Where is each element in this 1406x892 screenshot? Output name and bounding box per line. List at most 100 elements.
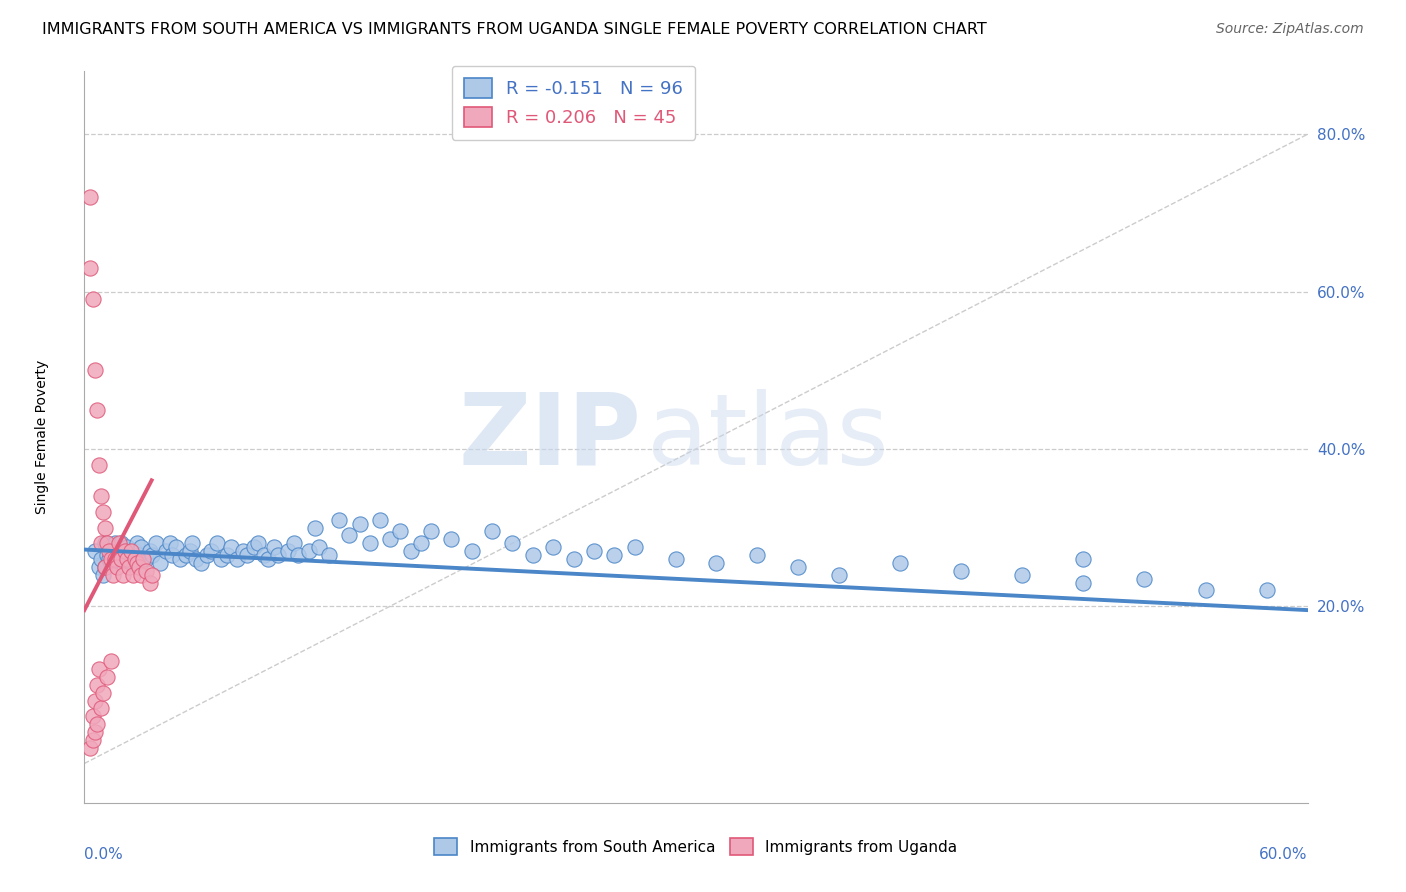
Point	[93, 520, 115, 534]
Point	[389, 524, 412, 539]
Point	[90, 489, 112, 503]
Point	[461, 544, 484, 558]
Point	[624, 540, 647, 554]
Text: IMMIGRANTS FROM SOUTH AMERICA VS IMMIGRANTS FROM UGANDA SINGLE FEMALE POVERTY CO: IMMIGRANTS FROM SOUTH AMERICA VS IMMIGRA…	[42, 22, 987, 37]
Point	[79, 190, 101, 204]
Point	[124, 552, 146, 566]
Point	[138, 575, 160, 590]
Point	[219, 540, 242, 554]
Point	[747, 548, 769, 562]
Point	[90, 536, 112, 550]
Point	[79, 740, 101, 755]
Point	[950, 564, 973, 578]
Point	[91, 567, 114, 582]
Point	[104, 536, 127, 550]
Point	[169, 552, 191, 566]
Point	[108, 536, 131, 550]
Point	[93, 559, 115, 574]
Point	[100, 552, 122, 566]
Point	[93, 559, 115, 574]
Point	[90, 701, 112, 715]
Point	[304, 520, 326, 534]
Point	[318, 548, 340, 562]
Point	[562, 552, 585, 566]
Point	[93, 536, 115, 550]
Point	[359, 536, 381, 550]
Point	[165, 540, 187, 554]
Point	[481, 524, 503, 539]
Point	[120, 544, 142, 558]
Point	[1073, 575, 1095, 590]
Point	[87, 559, 110, 574]
Point	[1195, 583, 1218, 598]
Point	[226, 552, 249, 566]
Point	[141, 567, 163, 582]
Point	[114, 552, 136, 566]
Point	[787, 559, 810, 574]
Point	[246, 536, 269, 550]
Point	[127, 556, 149, 570]
Point	[114, 544, 136, 558]
Point	[287, 548, 309, 562]
Point	[543, 540, 565, 554]
Point	[132, 552, 155, 566]
Point	[138, 544, 160, 558]
Point	[104, 548, 127, 562]
Point	[1133, 572, 1156, 586]
Point	[253, 548, 276, 562]
Point	[96, 670, 118, 684]
Point	[1073, 552, 1095, 566]
Point	[665, 552, 688, 566]
Point	[263, 540, 285, 554]
Point	[82, 732, 104, 747]
Point	[127, 536, 149, 550]
Point	[112, 567, 135, 582]
Point	[236, 548, 259, 562]
Point	[149, 556, 172, 570]
Point	[82, 293, 104, 307]
Point	[115, 552, 138, 566]
Text: ZIP: ZIP	[458, 389, 641, 485]
Point	[242, 540, 264, 554]
Point	[86, 717, 108, 731]
Point	[145, 536, 167, 550]
Point	[160, 548, 183, 562]
Point	[209, 552, 232, 566]
Point	[122, 567, 145, 582]
Point	[339, 528, 361, 542]
Point	[110, 552, 132, 566]
Point	[97, 540, 120, 554]
Point	[277, 544, 299, 558]
Text: Single Female Poverty: Single Female Poverty	[35, 360, 49, 514]
Point	[174, 548, 197, 562]
Point	[135, 552, 157, 566]
Text: 0.0%: 0.0%	[84, 847, 124, 862]
Point	[118, 552, 141, 566]
Text: Source: ZipAtlas.com: Source: ZipAtlas.com	[1216, 22, 1364, 37]
Point	[128, 559, 150, 574]
Point	[90, 552, 112, 566]
Point	[298, 544, 321, 558]
Point	[110, 536, 132, 550]
Point	[86, 678, 108, 692]
Point	[101, 544, 124, 558]
Text: atlas: atlas	[647, 389, 889, 485]
Point	[112, 548, 135, 562]
Point	[118, 559, 141, 574]
Point	[83, 693, 105, 707]
Point	[135, 564, 157, 578]
Point	[706, 556, 728, 570]
Point	[79, 260, 101, 275]
Point	[100, 654, 122, 668]
Point	[349, 516, 371, 531]
Point	[87, 458, 110, 472]
Point	[399, 544, 422, 558]
Point	[82, 709, 104, 723]
Legend: Immigrants from South America, Immigrants from Uganda: Immigrants from South America, Immigrant…	[429, 832, 963, 861]
Point	[131, 540, 153, 554]
Point	[101, 567, 124, 582]
Point	[83, 725, 105, 739]
Point	[603, 548, 626, 562]
Point	[91, 686, 114, 700]
Point	[522, 548, 544, 562]
